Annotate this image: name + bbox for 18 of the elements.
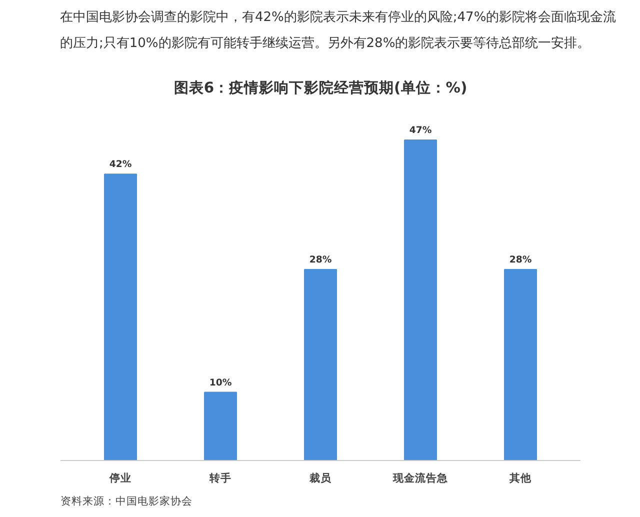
bar xyxy=(104,174,137,460)
chart-title: 图表6：疫情影响下影院经营预期(单位：%) xyxy=(174,80,468,96)
data-label: 28% xyxy=(509,254,532,266)
text: 在中国电影协会调查的影院中，有42%的影院表示未来有停业的风险;47%的影院将会面临现金流的压力;只有10%的影院有可能转手继续运营。另外有28%的影院表示要等待总部统一安排。 xyxy=(60,9,618,53)
data-label: 47% xyxy=(409,124,432,136)
text: 资料来源：中国电影家协会 xyxy=(60,494,192,508)
bar xyxy=(404,139,437,460)
x-tick-label: 停业 xyxy=(108,472,132,484)
data-label: 42% xyxy=(109,159,132,170)
bar xyxy=(204,392,237,460)
data-label: 28% xyxy=(309,254,332,266)
x-tick-label: 其他 xyxy=(508,472,532,484)
data-label: 10% xyxy=(209,377,232,388)
bar xyxy=(504,269,537,460)
x-tick-label: 裁员 xyxy=(308,472,332,484)
bar xyxy=(304,269,337,460)
x-tick-label: 转手 xyxy=(208,472,232,484)
x-tick-label: 现金流告急 xyxy=(392,472,449,484)
